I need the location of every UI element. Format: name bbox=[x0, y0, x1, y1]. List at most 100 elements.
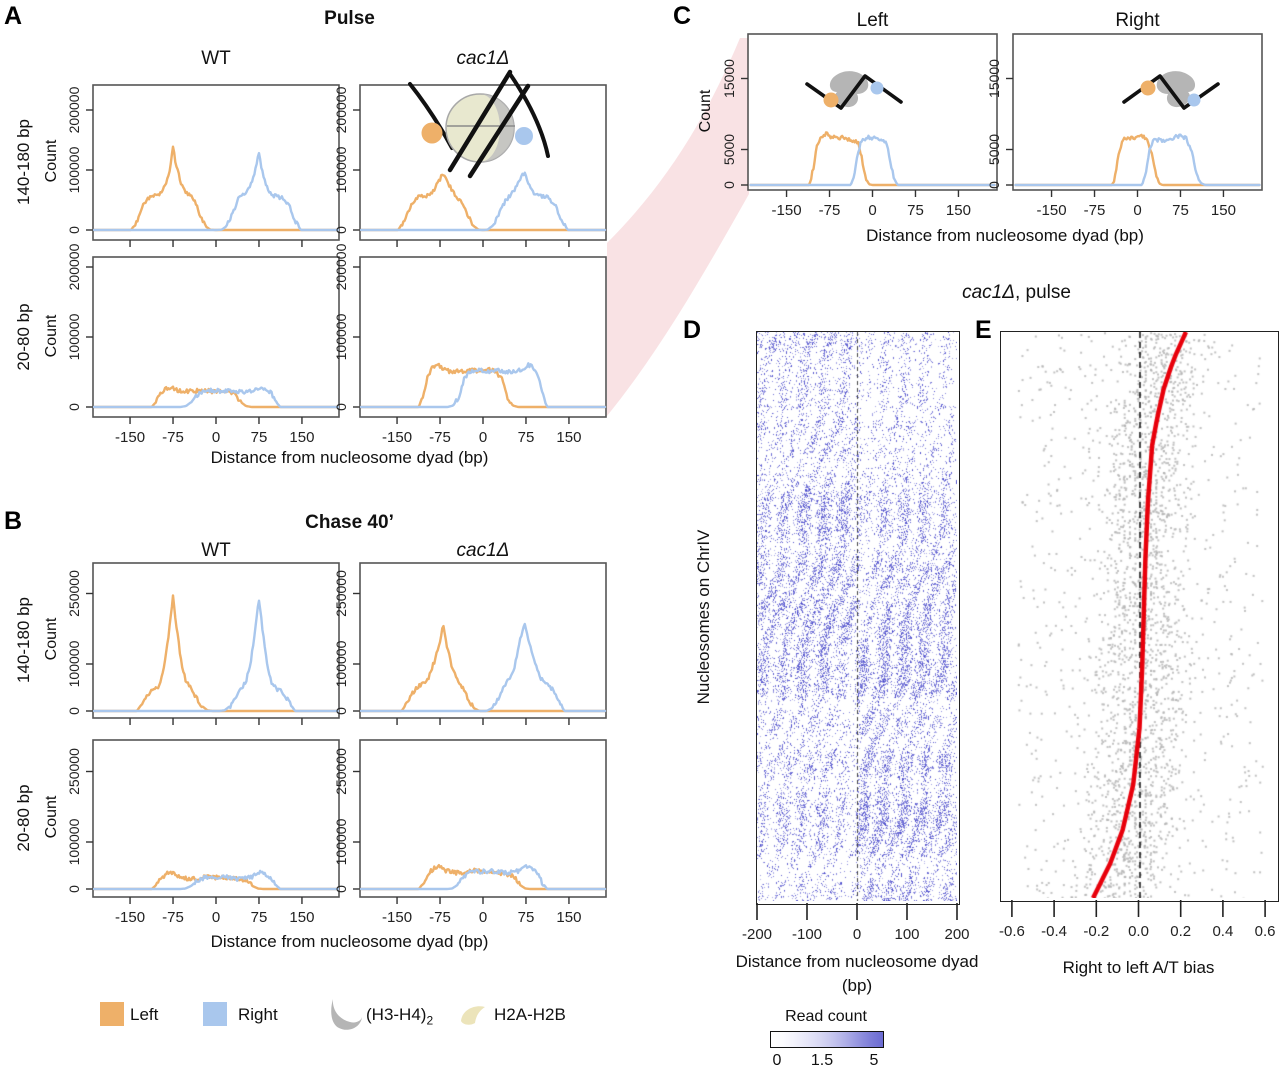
panel-a-letter: A bbox=[4, 2, 23, 30]
legend-left-label: Left bbox=[130, 1005, 159, 1024]
subplot-a_c1_20: 0 100000 200000 -150 -75 0 75 150 bbox=[333, 243, 607, 446]
x-tick-label: 150 bbox=[946, 202, 971, 219]
x-tick-label: 0.6 bbox=[1255, 923, 1276, 940]
x-tick-label: 0 bbox=[1133, 202, 1141, 219]
panel-e-letter: E bbox=[975, 316, 992, 344]
panel-e-xlabel: Right to left A/T bias bbox=[1062, 958, 1215, 977]
dna-wrap-1 bbox=[447, 69, 513, 173]
x-tick-label: -0.6 bbox=[999, 923, 1025, 940]
panel-de-title: cac1Δ, pulse bbox=[756, 282, 1277, 304]
legend-h2ab-label: H2A-H2B bbox=[494, 1005, 566, 1024]
plot-box bbox=[359, 562, 607, 719]
x-tick-label: -75 bbox=[429, 429, 451, 446]
y-tick-label: 100000 bbox=[333, 146, 349, 193]
x-tick-label: -75 bbox=[162, 429, 184, 446]
y-tick-label: 0 bbox=[333, 226, 349, 234]
x-tick-label: 75 bbox=[251, 429, 268, 446]
x-tick-label: 200 bbox=[944, 926, 969, 943]
dna-wrap-2 bbox=[467, 83, 531, 179]
y-tick-label: 0 bbox=[986, 181, 1002, 189]
panel-d-xaxis: -200 -100 0 100 200 bbox=[742, 903, 970, 943]
y-tick-label: 100000 bbox=[66, 313, 82, 360]
x-tick-label: 150 bbox=[289, 909, 314, 926]
dna-right-tail bbox=[508, 72, 550, 158]
h2a-h2b-icon bbox=[461, 1006, 485, 1025]
panel-d-letter: D bbox=[683, 316, 702, 344]
x-tick-label: 150 bbox=[289, 429, 314, 446]
subplot-b_c1_140: 0 100000 250000 bbox=[333, 562, 607, 725]
x-tick-label: 0 bbox=[212, 429, 220, 446]
panel-e-scatter bbox=[1000, 331, 1279, 902]
right-end-dot bbox=[1187, 93, 1201, 107]
panel-a-xaxis-label: Distance from nucleosome dyad (bp) bbox=[210, 448, 489, 467]
y-tick-label: 100000 bbox=[66, 146, 82, 193]
x-tick-label: 0.0 bbox=[1128, 923, 1149, 940]
legend-tetramer-label: (H3-H4)2 bbox=[366, 1005, 433, 1027]
y-tick-label: 0 bbox=[333, 885, 349, 893]
hexasome-right-icon bbox=[1122, 71, 1220, 110]
x-tick-label: -150 bbox=[115, 909, 145, 926]
panel-de-title-rest: , pulse bbox=[1014, 282, 1071, 303]
subplot-b_wt_140: 0 100000 250000 bbox=[66, 562, 340, 725]
subplot-a_wt_20: 0 100000 200000 -150 -75 0 75 150 bbox=[66, 243, 340, 446]
subplot-b_wt_20: 0 100000 250000 -150 -75 0 75 150 bbox=[66, 739, 340, 926]
x-tick-label: -150 bbox=[1037, 202, 1067, 219]
series-right bbox=[92, 869, 340, 891]
panel-b-col-wt: WT bbox=[201, 540, 231, 561]
panel-c-col-left: Left bbox=[856, 10, 889, 31]
legend-tetramer-text: (H3-H4) bbox=[366, 1005, 427, 1024]
y-tick-label: 100000 bbox=[66, 640, 82, 687]
plot-box bbox=[92, 84, 340, 241]
left-end-dot bbox=[1140, 80, 1156, 96]
x-tick-label: -200 bbox=[742, 926, 772, 943]
x-tick-label: 0.4 bbox=[1212, 923, 1233, 940]
y-tick-label: 0 bbox=[66, 885, 82, 893]
x-tick-label: 0 bbox=[479, 909, 487, 926]
y-tick-label: 100000 bbox=[333, 313, 349, 360]
series-right bbox=[92, 599, 340, 713]
x-tick-label: 0 bbox=[868, 202, 876, 219]
y-tick-label: 15000 bbox=[721, 59, 737, 98]
x-tick-label: 150 bbox=[556, 909, 581, 926]
plot-box bbox=[359, 256, 607, 418]
x-tick-label: 75 bbox=[907, 202, 924, 219]
panel-b-letter: B bbox=[4, 507, 23, 535]
y-tick-label: 0 bbox=[721, 181, 737, 189]
y-tick-label: 200000 bbox=[333, 86, 349, 133]
y-tick-label: 0 bbox=[66, 226, 82, 234]
y-tick-label: 5000 bbox=[986, 134, 1002, 165]
colorbar-tick-2: 5 bbox=[869, 1052, 879, 1069]
series-right bbox=[359, 864, 607, 891]
legend-left-swatch bbox=[100, 1002, 124, 1026]
x-tick-label: 75 bbox=[518, 429, 535, 446]
x-tick-label: 75 bbox=[251, 909, 268, 926]
series-right bbox=[359, 622, 607, 713]
hexasome-left-icon bbox=[805, 71, 903, 110]
colorbar-tick-0: 0 bbox=[772, 1052, 782, 1069]
x-tick-label: 0.2 bbox=[1170, 923, 1191, 940]
x-tick-label: -0.4 bbox=[1041, 923, 1067, 940]
x-tick-label: -100 bbox=[792, 926, 822, 943]
panel-a-col-cac1: cac1Δ bbox=[456, 48, 510, 69]
y-tick-label: 15000 bbox=[986, 59, 1002, 98]
panel-d-xlabel-line2: (bp) bbox=[841, 976, 873, 995]
x-tick-label: -150 bbox=[115, 429, 145, 446]
x-tick-label: 0 bbox=[479, 429, 487, 446]
series-right bbox=[92, 151, 340, 232]
subplot-c_left: 0 5000 15000 -150 -75 0 75 150 bbox=[721, 33, 998, 219]
x-tick-label: -150 bbox=[772, 202, 802, 219]
colorbar-gradient bbox=[770, 1031, 884, 1048]
colorbar-tick-1: 1.5 bbox=[810, 1052, 834, 1069]
tetramer-blob bbox=[1156, 71, 1196, 108]
panel-c-col-right: Right bbox=[1115, 10, 1160, 31]
left-end-dot bbox=[823, 92, 839, 108]
y-tick-label: 100000 bbox=[333, 818, 349, 865]
panel-de-title-genotype: cac1Δ bbox=[962, 282, 1015, 303]
y-tick-label: 100000 bbox=[66, 818, 82, 865]
plot-box bbox=[92, 562, 340, 719]
panel-d-heatmap bbox=[756, 331, 960, 905]
x-tick-label: 150 bbox=[556, 429, 581, 446]
series-right bbox=[749, 134, 996, 187]
y-tick-label: 0 bbox=[66, 403, 82, 411]
